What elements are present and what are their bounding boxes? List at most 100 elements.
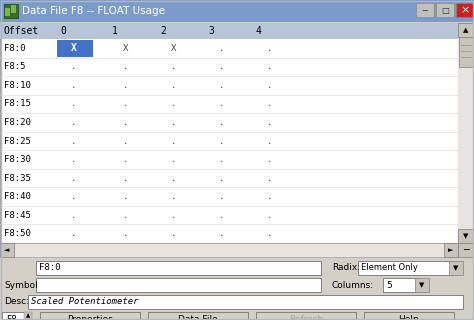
Bar (364, 312, 454, 320)
Text: .: . (171, 192, 177, 201)
Text: F8: F8 (6, 315, 17, 320)
Text: Scaled Potentiometer: Scaled Potentiometer (31, 298, 138, 307)
Bar (28, 295, 463, 309)
Bar (24, 319, 32, 320)
Bar (2, 312, 24, 320)
Bar (415, 278, 429, 292)
Text: .: . (123, 155, 128, 164)
Text: Refresh: Refresh (289, 315, 323, 320)
Bar (0, 257, 474, 320)
Bar (459, 37, 473, 67)
Text: .: . (267, 192, 273, 201)
Bar (0, 243, 14, 257)
Text: .: . (71, 137, 77, 146)
Text: F8:25: F8:25 (4, 137, 31, 146)
Text: Desc:: Desc: (4, 298, 29, 307)
Text: □: □ (441, 5, 449, 14)
Text: Radix:: Radix: (332, 263, 360, 273)
Text: F8:30: F8:30 (4, 155, 31, 164)
Text: .: . (171, 62, 177, 71)
Text: 3: 3 (208, 26, 214, 36)
Text: .: . (123, 81, 128, 90)
Text: .: . (71, 81, 77, 90)
Bar (458, 229, 474, 243)
Text: Element Only: Element Only (361, 263, 418, 273)
Bar (148, 312, 248, 320)
Text: .: . (171, 229, 177, 238)
Text: .: . (219, 137, 225, 146)
Text: 2: 2 (160, 26, 166, 36)
Text: ×: × (460, 5, 470, 15)
Bar (449, 261, 463, 275)
Bar (458, 23, 474, 243)
Text: ▲: ▲ (463, 27, 469, 33)
Text: .: . (219, 81, 225, 90)
Bar (40, 312, 140, 320)
Text: ▲: ▲ (26, 313, 30, 318)
Text: ►: ► (448, 247, 454, 253)
Text: 5: 5 (386, 281, 392, 290)
Text: Data File: Data File (178, 315, 218, 320)
Text: .: . (171, 81, 177, 90)
Text: .: . (123, 192, 128, 201)
Text: 0: 0 (60, 26, 66, 36)
Text: F8:5: F8:5 (4, 62, 26, 71)
Bar (4, 4, 18, 18)
Text: Symbol: Symbol (4, 281, 38, 290)
Bar (416, 3, 434, 17)
Text: .: . (123, 137, 128, 146)
Text: .: . (219, 118, 225, 127)
Text: F8:35: F8:35 (4, 173, 31, 183)
Text: .: . (219, 44, 225, 53)
Text: ▼: ▼ (419, 282, 425, 288)
Text: .: . (267, 118, 273, 127)
Text: ▼: ▼ (453, 265, 459, 271)
Text: ◄: ◄ (4, 247, 9, 253)
Text: .: . (219, 62, 225, 71)
Text: .: . (219, 229, 225, 238)
Text: .: . (219, 173, 225, 183)
Text: F8:20: F8:20 (4, 118, 31, 127)
Text: .: . (171, 100, 177, 108)
Text: .: . (123, 62, 128, 71)
Text: .: . (71, 229, 77, 238)
Text: X: X (123, 44, 128, 53)
Text: .: . (267, 211, 273, 220)
Text: ▼: ▼ (463, 233, 469, 239)
Text: .: . (267, 81, 273, 90)
Bar (14, 243, 458, 257)
Text: .: . (171, 173, 177, 183)
Text: .: . (267, 155, 273, 164)
Text: X: X (71, 43, 77, 53)
Text: .: . (267, 137, 273, 146)
Bar (458, 37, 474, 229)
Text: Data File F8 -- FLOAT Usage: Data File F8 -- FLOAT Usage (22, 6, 165, 16)
Bar (436, 3, 454, 17)
Bar (11, 5, 16, 13)
Text: 4: 4 (256, 26, 262, 36)
Text: .: . (171, 155, 177, 164)
Text: .: . (123, 229, 128, 238)
Text: F8:50: F8:50 (4, 229, 31, 238)
Bar (36, 261, 321, 275)
Text: Offset: Offset (4, 26, 39, 36)
Text: Properties: Properties (67, 315, 113, 320)
Text: .: . (267, 62, 273, 71)
Text: .: . (123, 118, 128, 127)
Text: .: . (267, 100, 273, 108)
Text: .: . (267, 44, 273, 53)
Text: F8:10: F8:10 (4, 81, 31, 90)
Text: .: . (123, 211, 128, 220)
Text: Help: Help (399, 315, 419, 320)
Text: .: . (171, 211, 177, 220)
Text: .: . (71, 155, 77, 164)
Text: Columns:: Columns: (332, 281, 374, 290)
Text: .: . (267, 229, 273, 238)
Text: .: . (71, 62, 77, 71)
Text: .: . (123, 100, 128, 108)
Text: .: . (219, 192, 225, 201)
Text: .: . (71, 118, 77, 127)
Text: .: . (171, 137, 177, 146)
Bar (256, 312, 356, 320)
Bar (24, 312, 32, 319)
